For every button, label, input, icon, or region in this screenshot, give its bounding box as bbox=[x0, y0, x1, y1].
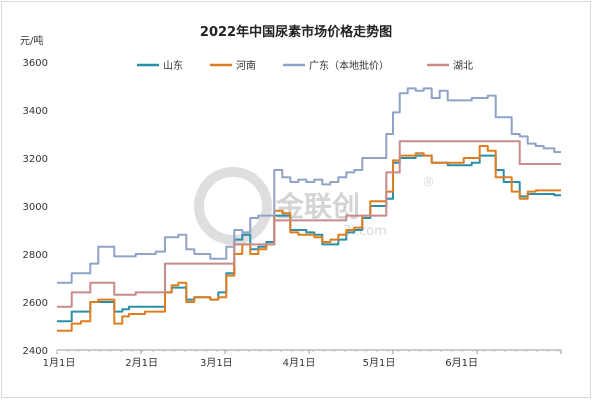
y-tick-label: 2600 bbox=[23, 298, 48, 309]
y-tick-label: 3600 bbox=[23, 58, 48, 69]
y-tick-label: 3200 bbox=[23, 154, 48, 165]
x-axis: 1月1日 2月1日 3月1日 4月1日 5月1日 6月1日 bbox=[43, 349, 562, 369]
legend-label: 河南 bbox=[236, 59, 256, 72]
series-line-3 bbox=[57, 140, 561, 308]
y-tick-label: 2400 bbox=[23, 346, 48, 357]
x-tick-label: 1月1日 bbox=[43, 357, 76, 369]
x-tick-label: 5月1日 bbox=[363, 357, 396, 369]
legend-label: 湖北 bbox=[453, 60, 473, 72]
y-axis: 2400 2600 2800 3000 3200 3400 3600 bbox=[23, 58, 48, 357]
series-line-2 bbox=[57, 87, 561, 284]
x-tick-label: 3月1日 bbox=[200, 357, 233, 369]
series-line-0 bbox=[57, 154, 561, 323]
chart-title: 2022年中国尿素市场价格走势图 bbox=[200, 24, 392, 40]
series-layer bbox=[57, 87, 561, 332]
y-tick-label: 2800 bbox=[23, 250, 48, 261]
x-tick-label: 2月1日 bbox=[125, 357, 158, 369]
watermark-logo-icon bbox=[194, 167, 272, 245]
legend: 山东 河南 广东（本地批价） 湖北 bbox=[137, 59, 473, 72]
legend-label: 广东（本地批价） bbox=[309, 59, 389, 72]
y-axis-unit: 元/吨 bbox=[20, 34, 43, 47]
x-tick-label: 6月1日 bbox=[445, 357, 478, 369]
series-line-1 bbox=[57, 145, 561, 332]
x-tick-label: 4月1日 bbox=[283, 357, 316, 369]
y-tick-label: 3400 bbox=[23, 106, 48, 117]
y-tick-label: 3000 bbox=[23, 202, 48, 213]
legend-label: 山东 bbox=[163, 59, 183, 72]
watermark-mark: ® bbox=[422, 175, 435, 190]
